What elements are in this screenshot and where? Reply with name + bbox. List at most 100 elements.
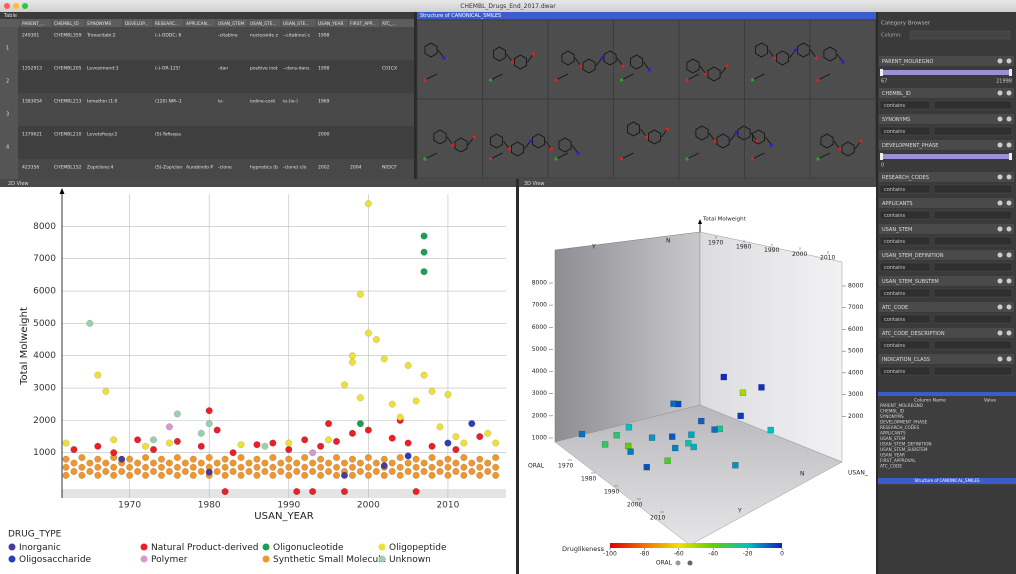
data-point[interactable] xyxy=(198,443,205,450)
data-cube[interactable] xyxy=(738,413,744,419)
data-point[interactable] xyxy=(293,468,300,475)
legend-swatch[interactable] xyxy=(379,544,386,551)
data-point[interactable] xyxy=(317,443,324,450)
data-point[interactable] xyxy=(262,468,269,475)
data-point[interactable] xyxy=(445,456,452,463)
legend-label[interactable]: Oligonucleotide xyxy=(273,543,344,553)
data-point[interactable] xyxy=(421,468,428,475)
data-point[interactable] xyxy=(365,330,372,337)
data-point[interactable] xyxy=(238,472,245,479)
data-point[interactable] xyxy=(166,424,173,431)
legend-swatch[interactable] xyxy=(379,556,386,563)
data-point[interactable] xyxy=(389,468,396,475)
data-cube[interactable] xyxy=(712,427,718,433)
filter-button[interactable] xyxy=(1007,117,1012,122)
data-point[interactable] xyxy=(333,464,340,471)
data-point[interactable] xyxy=(325,420,332,427)
legend-swatch[interactable] xyxy=(141,556,148,563)
data-point[interactable] xyxy=(492,464,499,471)
data-point[interactable] xyxy=(421,233,428,240)
filter-button[interactable] xyxy=(1007,201,1012,206)
data-point[interactable] xyxy=(246,468,253,475)
data-point[interactable] xyxy=(413,398,420,405)
data-point[interactable] xyxy=(492,454,499,461)
data-point[interactable] xyxy=(142,443,149,450)
data-point[interactable] xyxy=(206,469,213,476)
data-cube[interactable] xyxy=(672,445,678,451)
filter-text-input[interactable] xyxy=(934,367,1012,375)
data-point[interactable] xyxy=(357,468,364,475)
column-header[interactable]: DEVELOP... xyxy=(125,21,148,27)
data-point[interactable] xyxy=(349,472,356,479)
data-point[interactable] xyxy=(413,464,420,471)
data-point[interactable] xyxy=(87,460,94,467)
data-point[interactable] xyxy=(174,464,181,471)
legend-label[interactable]: Unknown xyxy=(389,555,431,565)
data-point[interactable] xyxy=(445,440,452,447)
data-point[interactable] xyxy=(285,464,292,471)
data-point[interactable] xyxy=(365,472,372,479)
data-point[interactable] xyxy=(397,464,404,471)
data-point[interactable] xyxy=(166,468,173,475)
data-point[interactable] xyxy=(142,472,149,479)
data-point[interactable] xyxy=(102,460,109,467)
data-point[interactable] xyxy=(389,401,396,408)
data-point[interactable] xyxy=(357,291,364,298)
data-point[interactable] xyxy=(285,472,292,479)
legend-swatch[interactable] xyxy=(676,561,681,566)
filter-button[interactable] xyxy=(998,357,1003,362)
data-point[interactable] xyxy=(63,456,70,463)
slider-thumb[interactable] xyxy=(1009,153,1012,160)
data-point[interactable] xyxy=(341,460,348,467)
column-header[interactable]: RESEARC... xyxy=(155,21,179,27)
filter-text-input[interactable] xyxy=(934,263,1012,271)
data-point[interactable] xyxy=(429,388,436,395)
legend-label[interactable]: Synthetic Small Molecule xyxy=(273,555,387,565)
data-point[interactable] xyxy=(158,472,165,479)
data-point[interactable] xyxy=(238,441,245,448)
data-point[interactable] xyxy=(341,488,348,495)
data-cube[interactable] xyxy=(732,462,738,468)
data-cube[interactable] xyxy=(758,384,764,390)
data-point[interactable] xyxy=(476,464,483,471)
filter-button[interactable] xyxy=(998,143,1003,148)
filter-text-input[interactable] xyxy=(934,341,1012,349)
data-point[interactable] xyxy=(254,472,261,479)
data-point[interactable] xyxy=(373,336,380,343)
data-point[interactable] xyxy=(421,460,428,467)
data-point[interactable] xyxy=(349,359,356,366)
legend-label[interactable]: Oligosaccharide xyxy=(19,555,92,565)
data-point[interactable] xyxy=(71,468,78,475)
data-point[interactable] xyxy=(397,472,404,479)
data-point[interactable] xyxy=(158,464,165,471)
data-point[interactable] xyxy=(365,454,372,461)
filter-button[interactable] xyxy=(1007,357,1012,362)
data-cube[interactable] xyxy=(649,435,655,441)
data-point[interactable] xyxy=(349,430,356,437)
data-point[interactable] xyxy=(293,460,300,467)
data-point[interactable] xyxy=(381,472,388,479)
data-point[interactable] xyxy=(405,453,412,460)
data-point[interactable] xyxy=(134,436,141,443)
data-point[interactable] xyxy=(437,460,444,467)
data-point[interactable] xyxy=(285,446,292,453)
data-point[interactable] xyxy=(413,472,420,479)
splitter[interactable] xyxy=(414,12,417,179)
data-point[interactable] xyxy=(492,472,499,479)
data-point[interactable] xyxy=(270,440,277,447)
filter-button[interactable] xyxy=(998,305,1003,310)
data-cube[interactable] xyxy=(721,374,727,380)
data-point[interactable] xyxy=(95,372,102,379)
data-point[interactable] xyxy=(405,460,412,467)
column-header[interactable]: USAN_YEAR xyxy=(318,21,344,27)
data-point[interactable] xyxy=(301,454,308,461)
data-point[interactable] xyxy=(71,460,78,467)
data-point[interactable] xyxy=(63,440,70,447)
data-point[interactable] xyxy=(285,440,292,447)
filter-text-input[interactable] xyxy=(934,185,1012,193)
data-point[interactable] xyxy=(293,488,300,495)
data-point[interactable] xyxy=(476,456,483,463)
table-row[interactable] xyxy=(0,126,414,159)
data-point[interactable] xyxy=(190,472,197,479)
data-point[interactable] xyxy=(87,320,94,327)
